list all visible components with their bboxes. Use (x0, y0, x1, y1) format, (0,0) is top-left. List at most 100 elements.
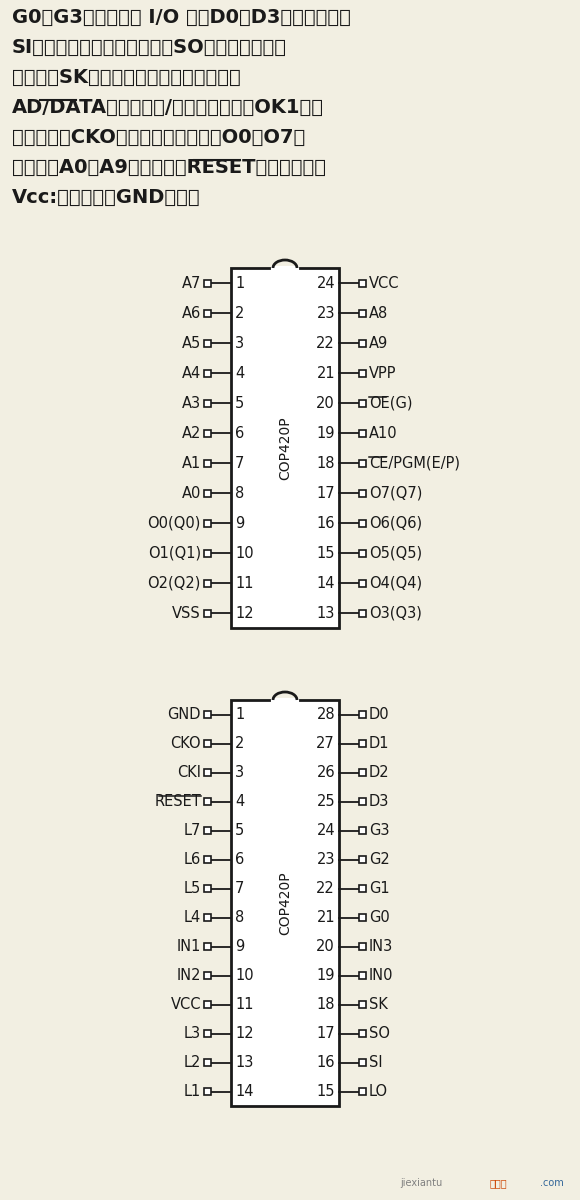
Text: G0～G3：四个双向 I/O 口；D0～D3：四个输入；: G0～G3：四个双向 I/O 口；D0～D3：四个输入； (12, 8, 351, 26)
Text: OE(G): OE(G) (369, 396, 412, 410)
Bar (204, 400, 211, 407)
Text: 18: 18 (317, 456, 335, 470)
Text: D2: D2 (369, 766, 390, 780)
Text: 23: 23 (317, 852, 335, 866)
Bar (359, 340, 366, 347)
Bar (204, 972, 211, 979)
Text: 12: 12 (235, 1026, 253, 1040)
Text: 19: 19 (317, 968, 335, 983)
Bar (359, 856, 366, 863)
Text: IN3: IN3 (369, 938, 393, 954)
Text: 11: 11 (235, 576, 253, 590)
Text: CKO: CKO (171, 736, 201, 751)
Text: A0: A0 (182, 486, 201, 500)
Bar (359, 1001, 366, 1008)
FancyBboxPatch shape (231, 268, 339, 628)
Text: 1: 1 (235, 276, 244, 290)
Text: 7: 7 (235, 456, 244, 470)
Bar (359, 490, 366, 497)
Text: 5: 5 (235, 396, 244, 410)
Text: 27: 27 (316, 736, 335, 751)
Bar (204, 370, 211, 377)
Text: A8: A8 (369, 306, 388, 320)
Text: 用输出；SK：逻辑控制时钟或通用时钟；: 用输出；SK：逻辑控制时钟或通用时钟； (12, 68, 241, 86)
Bar (359, 580, 366, 587)
Bar (204, 914, 211, 922)
Text: SO: SO (369, 1026, 390, 1040)
Text: O1(Q1): O1(Q1) (148, 546, 201, 560)
Bar (204, 280, 211, 287)
Bar (359, 827, 366, 834)
Text: 15: 15 (317, 546, 335, 560)
Text: 19: 19 (317, 426, 335, 440)
Text: O0(Q0): O0(Q0) (148, 516, 201, 530)
Text: 11: 11 (235, 997, 253, 1012)
Text: VSS: VSS (172, 606, 201, 620)
Bar (359, 430, 366, 437)
Text: 16: 16 (317, 516, 335, 530)
Text: 3: 3 (235, 766, 244, 780)
Text: 2: 2 (235, 736, 244, 751)
Text: LO: LO (369, 1084, 388, 1099)
Text: 20: 20 (316, 396, 335, 410)
Text: Vcc:电源电压；GND：地。: Vcc:电源电压；GND：地。 (12, 188, 201, 206)
Text: 荡器输入；CKO：时钟发生器输出；O0～O7：: 荡器输入；CKO：时钟发生器输出；O0～O7： (12, 128, 305, 146)
Text: 16: 16 (317, 1055, 335, 1070)
Text: 1: 1 (235, 707, 244, 722)
Bar (204, 710, 211, 718)
Text: 9: 9 (235, 938, 244, 954)
Bar (359, 710, 366, 718)
Text: L4: L4 (184, 910, 201, 925)
Text: O5(Q5): O5(Q5) (369, 546, 422, 560)
Text: 13: 13 (317, 606, 335, 620)
Bar (359, 972, 366, 979)
Bar (359, 280, 366, 287)
Bar (359, 550, 366, 557)
Text: IN2: IN2 (176, 968, 201, 983)
Bar (204, 886, 211, 892)
Text: 7: 7 (235, 881, 244, 896)
Bar (359, 1058, 366, 1066)
Text: 14: 14 (235, 1084, 253, 1099)
Bar (204, 430, 211, 437)
Text: 12: 12 (235, 606, 253, 620)
Text: VPP: VPP (369, 366, 397, 380)
Text: L5: L5 (184, 881, 201, 896)
Bar (359, 886, 366, 892)
Text: A9: A9 (369, 336, 388, 350)
Text: GND: GND (168, 707, 201, 722)
Bar (204, 490, 211, 497)
Text: O7(Q7): O7(Q7) (369, 486, 422, 500)
Bar (359, 740, 366, 746)
Text: L1: L1 (184, 1084, 201, 1099)
Text: L2: L2 (184, 1055, 201, 1070)
Bar (204, 460, 211, 467)
Bar (359, 610, 366, 617)
Text: L3: L3 (184, 1026, 201, 1040)
FancyBboxPatch shape (231, 700, 339, 1106)
Text: 8: 8 (235, 486, 244, 500)
Text: 28: 28 (316, 707, 335, 722)
Text: AD/DATA：地址输出/数据输入标记；OK1：振: AD/DATA：地址输出/数据输入标记；OK1：振 (12, 98, 324, 116)
Text: COP420P: COP420P (278, 416, 292, 480)
Text: 17: 17 (316, 486, 335, 500)
Text: CE/PGM(E/P): CE/PGM(E/P) (369, 456, 460, 470)
Text: 10: 10 (235, 968, 253, 983)
Text: 4: 4 (235, 794, 244, 809)
Text: jiexiantu: jiexiantu (400, 1178, 442, 1188)
Text: 10: 10 (235, 546, 253, 560)
Text: 3: 3 (235, 336, 244, 350)
Text: L7: L7 (184, 823, 201, 838)
Text: 18: 18 (317, 997, 335, 1012)
Text: SI: SI (369, 1055, 383, 1070)
Text: VCC: VCC (369, 276, 400, 290)
Text: 21: 21 (316, 910, 335, 925)
Text: 2: 2 (235, 306, 244, 320)
Bar (204, 340, 211, 347)
Text: D3: D3 (369, 794, 389, 809)
Text: 24: 24 (316, 823, 335, 838)
Bar (359, 798, 366, 805)
Text: A5: A5 (182, 336, 201, 350)
Text: 25: 25 (316, 794, 335, 809)
Text: 8: 8 (235, 910, 244, 925)
